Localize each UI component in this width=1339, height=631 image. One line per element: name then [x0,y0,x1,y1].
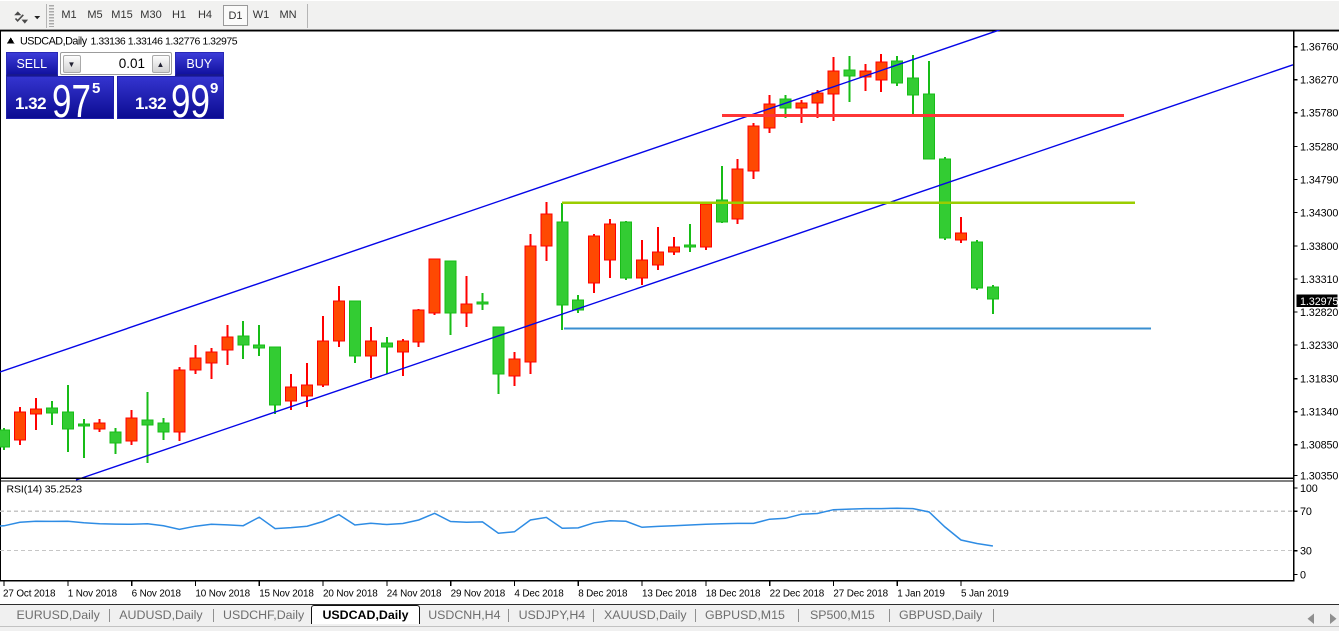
svg-text:1.30350: 1.30350 [1300,471,1338,483]
svg-text:8 Dec 2018: 8 Dec 2018 [578,589,628,600]
svg-text:1.32330: 1.32330 [1300,340,1338,352]
svg-text:1.32820: 1.32820 [1300,307,1338,319]
svg-text:1.33800: 1.33800 [1300,241,1338,253]
svg-text:1 Nov 2018: 1 Nov 2018 [68,589,118,600]
svg-text:1.31340: 1.31340 [1300,407,1338,419]
svg-text:1 Jan 2019: 1 Jan 2019 [897,589,945,600]
svg-text:1.35280: 1.35280 [1300,141,1338,153]
svg-text:29 Nov 2018: 29 Nov 2018 [451,589,506,600]
svg-text:20 Nov 2018: 20 Nov 2018 [323,589,378,600]
svg-text:1.36760: 1.36760 [1300,42,1338,54]
svg-text:30: 30 [1300,546,1312,558]
svg-text:USDCAD,Daily: USDCAD,Daily [20,35,88,47]
svg-text:70: 70 [1300,506,1312,518]
svg-text:4 Dec 2018: 4 Dec 2018 [514,589,564,600]
svg-text:1.32975: 1.32975 [1300,296,1338,308]
svg-text:1.35780: 1.35780 [1300,108,1338,120]
svg-text:0: 0 [1300,570,1306,582]
svg-text:1.33136 1.33146 1.32776 1.3297: 1.33136 1.33146 1.32776 1.32975 [91,35,238,47]
svg-text:1.30850: 1.30850 [1300,440,1338,452]
svg-text:1.33310: 1.33310 [1300,274,1338,286]
svg-text:13 Dec 2018: 13 Dec 2018 [642,589,697,600]
svg-text:1.36270: 1.36270 [1300,75,1338,87]
svg-text:27 Dec 2018: 27 Dec 2018 [833,589,888,600]
svg-text:15 Nov 2018: 15 Nov 2018 [259,589,314,600]
svg-text:100: 100 [1300,483,1318,495]
svg-text:1.34300: 1.34300 [1300,207,1338,219]
svg-text:27 Oct 2018: 27 Oct 2018 [3,589,56,600]
svg-text:1.31830: 1.31830 [1300,374,1338,386]
svg-text:6 Nov 2018: 6 Nov 2018 [132,589,182,600]
svg-text:22 Dec 2018: 22 Dec 2018 [770,589,825,600]
svg-text:RSI(14) 35.2523: RSI(14) 35.2523 [7,484,83,496]
svg-text:24 Nov 2018: 24 Nov 2018 [387,589,442,600]
svg-text:18 Dec 2018: 18 Dec 2018 [706,589,761,600]
svg-text:5 Jan 2019: 5 Jan 2019 [961,589,1009,600]
svg-text:10 Nov 2018: 10 Nov 2018 [195,589,250,600]
svg-text:1.34790: 1.34790 [1300,174,1338,186]
